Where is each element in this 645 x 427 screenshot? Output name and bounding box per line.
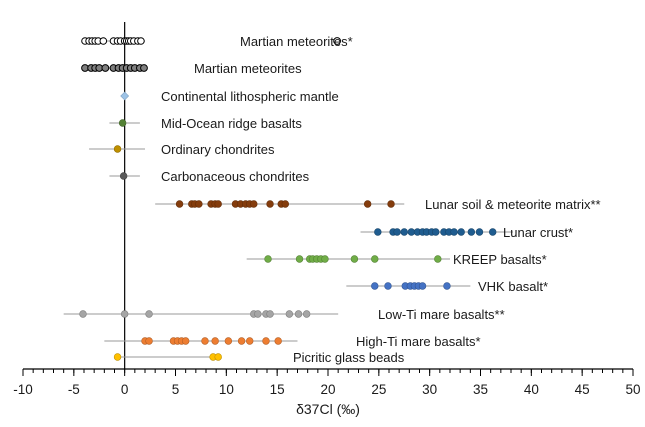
data-point	[246, 337, 254, 345]
data-point	[99, 37, 108, 45]
series-6: Lunar soil & meteorite matrix**	[155, 197, 601, 212]
data-point	[214, 200, 222, 208]
x-tick-label: 40	[524, 382, 539, 397]
data-point	[443, 282, 451, 290]
series-label: Continental lithospheric mantle	[161, 89, 339, 104]
series-5: Carbonaceous chondrites	[109, 169, 310, 184]
series-1: Martian meteorites	[81, 61, 302, 76]
data-point	[432, 228, 440, 236]
data-point	[195, 200, 203, 208]
x-tick-label: 35	[473, 382, 488, 397]
x-tick-label: 0	[121, 382, 129, 397]
data-point	[145, 310, 153, 318]
series-10: Low-Ti mare basalts**	[63, 307, 505, 322]
data-point	[119, 172, 128, 180]
data-point	[137, 37, 145, 45]
data-point	[434, 255, 442, 263]
data-point	[400, 228, 408, 236]
data-point	[302, 310, 311, 318]
data-point	[266, 200, 274, 208]
data-point	[321, 255, 329, 263]
data-point	[418, 282, 427, 290]
series-label: Low-Ti mare basalts**	[378, 307, 505, 322]
data-point	[120, 91, 130, 101]
data-point	[387, 200, 395, 208]
series-8: KREEP basalts*	[246, 252, 547, 267]
series-label: Martian meteorites*	[240, 34, 353, 49]
data-point	[118, 119, 127, 127]
data-point	[101, 64, 110, 72]
data-point	[262, 337, 270, 345]
data-point	[175, 200, 184, 208]
x-tick-label: 5	[172, 382, 180, 397]
data-point	[254, 310, 262, 318]
data-point	[274, 337, 282, 345]
data-point	[350, 255, 359, 263]
data-point	[295, 255, 304, 263]
legend-marker	[333, 37, 342, 45]
data-point	[285, 310, 294, 318]
series-11: High-Ti mare basalts*	[104, 334, 481, 349]
data-point	[266, 310, 274, 318]
series-4: Ordinary chondrites	[89, 142, 275, 157]
x-tick-label: 25	[371, 382, 386, 397]
series-label: Ordinary chondrites	[161, 142, 275, 157]
data-point	[120, 310, 129, 318]
data-point	[214, 353, 222, 361]
series-9: VHK basalt*	[346, 279, 548, 294]
data-point	[264, 255, 272, 263]
x-tick-label: -5	[68, 382, 80, 397]
data-point	[457, 228, 465, 236]
data-point	[407, 228, 416, 236]
data-point	[294, 310, 303, 318]
data-point	[211, 337, 219, 345]
x-tick-label: 20	[320, 382, 335, 397]
data-point	[374, 228, 382, 236]
series-0: Martian meteorites*	[81, 34, 353, 49]
x-axis: -10 -5 0 5 10 15 20 25 30 35 40 45 50	[13, 368, 641, 397]
series-3: Mid-Ocean ridge basalts	[109, 116, 302, 131]
data-point	[371, 255, 379, 263]
series-label: Martian meteorites	[194, 61, 302, 76]
data-point	[475, 228, 484, 236]
data-point	[250, 200, 258, 208]
data-point	[79, 310, 87, 318]
plot-area: Martian meteorites* Martian meteorites Con…	[63, 22, 601, 369]
data-point	[450, 228, 458, 236]
x-tick-label: 50	[625, 382, 640, 397]
series-2: Continental lithospheric mantle	[120, 89, 339, 104]
series-label: Mid-Ocean ridge basalts	[161, 116, 302, 131]
data-point	[145, 337, 153, 345]
data-point	[140, 64, 148, 72]
data-point	[371, 282, 379, 290]
data-point	[393, 228, 401, 236]
data-point	[181, 337, 190, 345]
series-label: Carbonaceous chondrites	[161, 169, 310, 184]
data-point	[363, 200, 372, 208]
x-axis-label: δ37Cl (‰)	[296, 401, 360, 417]
data-point	[201, 337, 209, 345]
data-point	[489, 228, 497, 236]
series-label: Lunar soil & meteorite matrix**	[425, 197, 601, 212]
series-12: Picritic glass beads	[113, 350, 405, 365]
x-tick-label: 15	[270, 382, 285, 397]
data-point	[113, 353, 122, 361]
series-label: VHK basalt*	[478, 279, 548, 294]
data-point	[237, 337, 246, 345]
data-point	[224, 337, 233, 345]
series-7: Lunar crust*	[360, 225, 573, 240]
x-tick-label: 30	[422, 382, 437, 397]
data-point	[467, 228, 476, 236]
series-label: High-Ti mare basalts*	[356, 334, 481, 349]
series-label: KREEP basalts*	[453, 252, 547, 267]
data-point	[281, 200, 289, 208]
x-tick-label: 10	[219, 382, 234, 397]
data-point	[113, 145, 122, 153]
x-tick-label: -10	[13, 382, 33, 397]
data-point	[384, 282, 392, 290]
series-label: Picritic glass beads	[293, 350, 405, 365]
series-label: Lunar crust*	[503, 225, 573, 240]
x-tick-label: 45	[575, 382, 590, 397]
